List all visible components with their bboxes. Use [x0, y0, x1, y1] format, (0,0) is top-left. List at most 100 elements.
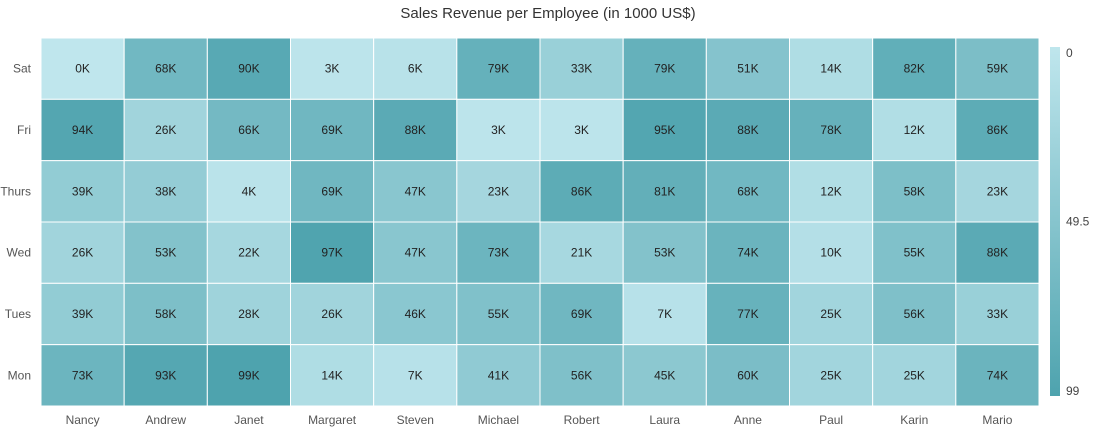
heatmap-cell[interactable]	[872, 282, 957, 346]
cell-value-label: 39K	[72, 307, 93, 321]
cell-value-label: 46K	[405, 307, 426, 321]
heatmap-cell[interactable]	[705, 344, 790, 407]
heatmap-cell[interactable]	[622, 282, 707, 346]
x-axis-tick-label: Janet	[234, 413, 264, 427]
heatmap-cell[interactable]	[290, 98, 375, 162]
cell-value-label: 55K	[488, 307, 509, 321]
heatmap-cell[interactable]	[373, 282, 458, 346]
x-axis-tick-label: Paul	[819, 413, 843, 427]
x-axis-labels: Nancy Andrew Janet Margaret Steven Michael Rob…	[66, 413, 1013, 427]
cell-value-label: 21K	[571, 246, 592, 260]
heatmap-cell[interactable]	[955, 98, 1040, 162]
heatmap-cell[interactable]	[206, 160, 291, 223]
cell-value-label: 73K	[488, 246, 509, 260]
heatmap-cell[interactable]	[789, 221, 874, 284]
y-axis-tick-label: Tues	[5, 307, 31, 321]
heatmap-cell[interactable]	[789, 98, 874, 162]
x-axis-tick-label: Laura	[649, 413, 680, 427]
cell-value-label: 12K	[820, 184, 841, 198]
cell-value-label: 25K	[820, 368, 841, 382]
cell-value-label: 69K	[321, 123, 342, 137]
heatmap-cell[interactable]	[955, 221, 1040, 284]
heatmap-cell[interactable]	[290, 37, 375, 100]
cell-value-label: 79K	[488, 62, 509, 76]
heatmap-cell[interactable]	[456, 37, 541, 100]
cell-value-label: 33K	[987, 307, 1008, 321]
cell-value-label: 26K	[155, 123, 176, 137]
heatmap-cell[interactable]	[622, 37, 707, 100]
heatmap-cell[interactable]	[40, 221, 125, 284]
cell-value-label: 59K	[987, 62, 1008, 76]
cell-value-label: 77K	[737, 307, 758, 321]
heatmap-cell[interactable]	[206, 221, 291, 284]
heatmap-cell[interactable]	[539, 282, 624, 346]
cell-value-label: 97K	[321, 246, 342, 260]
cell-value-label: 93K	[155, 368, 176, 382]
heatmap-cell[interactable]	[622, 98, 707, 162]
heatmap-cell[interactable]	[290, 160, 375, 223]
cell-value-label: 74K	[737, 246, 758, 260]
cell-value-label: 47K	[405, 246, 426, 260]
x-axis-tick-label: Steven	[397, 413, 434, 427]
cell-value-label: 79K	[654, 62, 675, 76]
heatmap-cell[interactable]	[290, 344, 375, 407]
cell-value-label: 14K	[321, 368, 342, 382]
heatmap-cell[interactable]	[206, 37, 291, 100]
cell-value-label: 56K	[904, 307, 925, 321]
cell-value-label: 41K	[488, 368, 509, 382]
cell-value-label: 95K	[654, 123, 675, 137]
cell-value-label: 3K	[491, 123, 506, 137]
heatmap-cell[interactable]	[622, 344, 707, 407]
heatmap-cell[interactable]	[705, 221, 790, 284]
heatmap-cell[interactable]	[40, 344, 125, 407]
heatmap-cell[interactable]	[206, 282, 291, 346]
cell-value-label: 12K	[904, 123, 925, 137]
y-axis-tick-label: Thurs	[0, 184, 31, 198]
cell-value-label: 86K	[987, 123, 1008, 137]
heatmap-cell[interactable]	[40, 282, 125, 346]
cell-value-label: 23K	[987, 184, 1008, 198]
cell-value-label: 88K	[405, 123, 426, 137]
x-axis-tick-label: Karin	[900, 413, 928, 427]
cell-value-label: 58K	[155, 307, 176, 321]
heatmap-cell[interactable]	[955, 160, 1040, 223]
heatmap-cells: 0K 68K 90K 3K 6K 79K 33K 79K 51K 14K 82K 59K 94K 26K 6…	[40, 37, 1040, 407]
cell-value-label: 23K	[488, 184, 509, 198]
cell-value-label: 68K	[155, 62, 176, 76]
cell-value-label: 26K	[321, 307, 342, 321]
heatmap-cell[interactable]	[373, 98, 458, 162]
heatmap-cell[interactable]	[789, 37, 874, 100]
heatmap-cell[interactable]	[872, 221, 957, 284]
heatmap-cell[interactable]	[456, 282, 541, 346]
cell-value-label: 33K	[571, 62, 592, 76]
heatmap-cell[interactable]	[123, 282, 208, 346]
heatmap-cell[interactable]	[123, 37, 208, 100]
heatmap-cell[interactable]	[40, 160, 125, 223]
heatmap-cell[interactable]	[872, 160, 957, 223]
heatmap-cell[interactable]	[123, 98, 208, 162]
cell-value-label: 14K	[820, 62, 841, 76]
heatmap-cell[interactable]	[539, 344, 624, 407]
cell-value-label: 4K	[242, 184, 257, 198]
heatmap-cell[interactable]	[456, 344, 541, 407]
heatmap-cell[interactable]	[123, 221, 208, 284]
heatmap-cell[interactable]	[456, 221, 541, 284]
heatmap-cell[interactable]	[123, 344, 208, 407]
heatmap-cell[interactable]	[872, 98, 957, 162]
cell-value-label: 56K	[571, 368, 592, 382]
heatmap-cell[interactable]	[705, 98, 790, 162]
heatmap-cell[interactable]	[539, 98, 624, 162]
heatmap-cell[interactable]	[539, 160, 624, 223]
heatmap-cell[interactable]	[456, 98, 541, 162]
cell-value-label: 51K	[737, 62, 758, 76]
cell-value-label: 73K	[72, 368, 93, 382]
heatmap-cell[interactable]	[789, 344, 874, 407]
heatmap-cell[interactable]	[955, 37, 1040, 100]
heatmap-cell[interactable]	[290, 221, 375, 284]
heatmap-cell[interactable]	[40, 37, 125, 100]
chart-title: Sales Revenue per Employee (in 1000 US$)	[400, 5, 695, 22]
heatmap-cell[interactable]	[539, 221, 624, 284]
cell-value-label: 3K	[325, 62, 340, 76]
heatmap-cell[interactable]	[373, 160, 458, 223]
heatmap-cell[interactable]	[955, 344, 1040, 407]
